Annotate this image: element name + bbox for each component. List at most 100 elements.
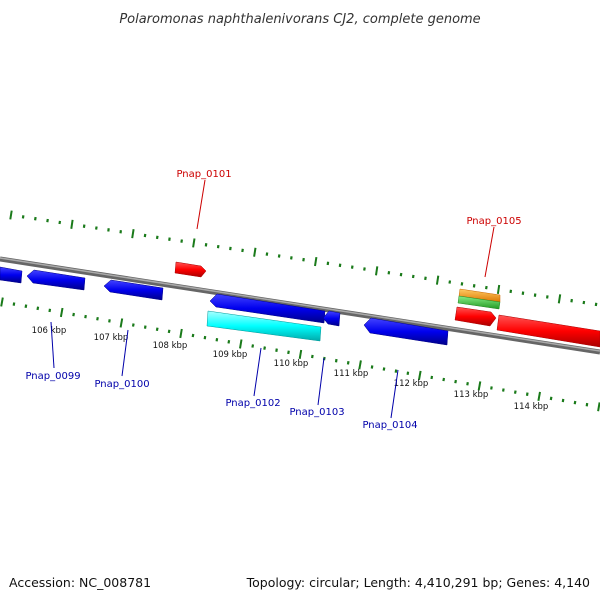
upper-scale-minor-tick — [338, 263, 342, 268]
upper-scale-major-tick — [253, 247, 257, 257]
upper-scale-major-tick — [496, 284, 501, 295]
upper-scale-major-tick — [70, 219, 74, 229]
lower-scale-major-tick — [239, 339, 243, 349]
lower-scale-minor-tick — [406, 371, 410, 375]
kbp-label-108: 108 kbp — [153, 341, 188, 351]
lower-scale-minor-tick — [275, 348, 278, 352]
lower-scale-minor-tick — [561, 398, 565, 403]
upper-scale-minor-tick — [21, 215, 25, 219]
kbp-label-113: 113 kbp — [454, 390, 489, 400]
lower-scale-minor-tick — [490, 386, 493, 390]
lower-scale-minor-tick — [263, 346, 266, 350]
lower-scale-minor-tick — [203, 335, 207, 340]
lower-scale-minor-tick — [131, 323, 135, 327]
upper-scale-minor-tick — [82, 224, 86, 228]
lower-scale-minor-tick — [525, 392, 529, 396]
upper-scale-ticks — [9, 210, 598, 307]
leader-line-pnap-0104 — [390, 369, 399, 419]
upper-scale-minor-tick — [180, 239, 183, 243]
lower-scale-minor-tick — [143, 325, 147, 329]
lower-scale-minor-tick — [430, 375, 434, 380]
gene-label-pnap-0102[interactable]: Pnap_0102 — [225, 398, 280, 409]
leader-line-pnap-0100 — [121, 329, 129, 377]
kbp-label-111: 111 kbp — [334, 369, 369, 379]
upper-scale-minor-tick — [58, 220, 62, 225]
lower-scale-minor-tick — [466, 382, 469, 386]
upper-scale-minor-tick — [277, 254, 281, 258]
gene-label-pnap-0104[interactable]: Pnap_0104 — [362, 420, 417, 431]
kbp-label-110: 110 kbp — [274, 359, 309, 369]
upper-scale-minor-tick — [265, 252, 269, 256]
upper-scale-minor-tick — [34, 216, 37, 221]
accession-text: Accession: NC_008781 — [9, 575, 151, 590]
upper-scale-minor-tick — [95, 226, 98, 230]
upper-scale-minor-tick — [290, 256, 293, 260]
gene-label-pnap-0099[interactable]: Pnap_0099 — [25, 371, 80, 382]
lower-scale-major-tick — [597, 402, 600, 412]
lower-scale-minor-tick — [370, 365, 374, 369]
gene-blue-partial[interactable] — [0, 266, 23, 284]
upper-scale-minor-tick — [411, 274, 415, 279]
lower-scale-major-tick — [418, 370, 422, 380]
genome-backbone — [0, 256, 600, 355]
lower-scale-major-tick — [477, 381, 482, 391]
upper-scale-major-tick — [131, 229, 135, 239]
upper-scale-minor-tick — [485, 285, 488, 290]
gene-label-pnap-0103[interactable]: Pnap_0103 — [289, 407, 344, 418]
gene-green-feature[interactable] — [457, 295, 501, 310]
upper-scale-minor-tick — [155, 235, 159, 240]
genome-stats-text: Topology: circular; Length: 4,410,291 bp… — [246, 575, 590, 590]
upper-scale-minor-tick — [241, 248, 244, 253]
lower-scale-minor-tick — [454, 379, 457, 384]
upper-scale-minor-tick — [143, 233, 147, 238]
lower-scale-minor-tick — [48, 308, 52, 313]
lower-scale-major-tick — [179, 328, 183, 339]
lower-scale-minor-tick — [442, 377, 446, 382]
upper-scale-minor-tick — [399, 272, 403, 277]
gene-pnap-0105[interactable] — [454, 306, 497, 327]
upper-scale-minor-tick — [460, 282, 464, 286]
lower-scale-major-tick — [537, 391, 541, 401]
kbp-label-114: 114 kbp — [514, 402, 549, 412]
lower-scale-minor-tick — [334, 358, 338, 363]
upper-scale-minor-tick — [387, 271, 391, 275]
upper-scale-minor-tick — [363, 267, 366, 271]
lower-scale-minor-tick — [513, 390, 517, 394]
gene-pnap-0099[interactable] — [26, 269, 86, 291]
lower-scale-major-tick — [298, 349, 303, 359]
upper-scale-minor-tick — [424, 276, 427, 281]
gene-cyan-feature[interactable] — [206, 310, 322, 342]
leader-line-pnap-0103 — [317, 357, 325, 406]
lower-scale-minor-tick — [215, 338, 219, 342]
gene-red-partial[interactable] — [496, 314, 600, 348]
lower-scale-minor-tick — [72, 312, 75, 317]
upper-scale-minor-tick — [350, 265, 354, 269]
lower-scale-minor-tick — [155, 327, 159, 332]
upper-scale-major-tick — [435, 275, 440, 285]
upper-scale-major-tick — [192, 238, 196, 248]
upper-scale-minor-tick — [582, 300, 586, 305]
lower-scale-minor-tick — [12, 302, 16, 306]
gene-label-pnap-0100[interactable]: Pnap_0100 — [94, 379, 149, 390]
lower-scale-minor-tick — [585, 402, 589, 407]
gene-label-pnap-0101[interactable]: Pnap_0101 — [176, 169, 231, 180]
gene-pnap-0100[interactable] — [103, 279, 164, 301]
leader-line-pnap-0105 — [484, 226, 495, 278]
upper-scale-minor-tick — [168, 237, 171, 241]
upper-scale-major-tick — [375, 266, 379, 276]
lower-scale-minor-tick — [573, 400, 577, 405]
kbp-label-109: 109 kbp — [213, 350, 248, 360]
gene-label-pnap-0105[interactable]: Pnap_0105 — [466, 216, 521, 227]
lower-scale-minor-tick — [346, 360, 350, 365]
lower-scale-minor-tick — [24, 304, 28, 309]
gene-pnap-0102[interactable] — [209, 293, 326, 324]
lower-scale-minor-tick — [502, 388, 505, 392]
lower-scale-minor-tick — [311, 354, 314, 359]
upper-scale-minor-tick — [302, 257, 305, 262]
gene-pnap-0103[interactable] — [322, 310, 341, 327]
lower-scale-minor-tick — [108, 319, 111, 323]
kbp-label-106: 106 kbp — [32, 326, 67, 336]
gene-pnap-0104[interactable] — [363, 317, 449, 346]
gene-pnap-0101[interactable] — [174, 261, 207, 278]
